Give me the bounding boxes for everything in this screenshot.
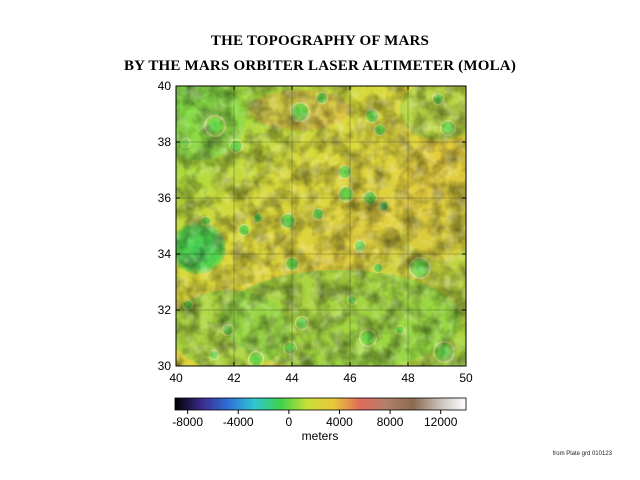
y-tick-label: 36 (158, 191, 172, 205)
x-tick-label: 42 (227, 371, 241, 385)
x-tick-label: 46 (343, 371, 357, 385)
map-graticule (176, 86, 466, 366)
map-title-line-2: BY THE MARS ORBITER LASER ALTIMETER (MOL… (123, 58, 517, 74)
colorbar-tick-label: -4000 (223, 415, 254, 429)
source-credit: from Plate grd 010123 (552, 451, 612, 457)
colorbar-tick-label: 4000 (326, 415, 353, 429)
map-frame (175, 85, 467, 367)
y-tick-label: 32 (158, 303, 172, 317)
colorbar-tick-label: -8000 (172, 415, 203, 429)
elevation-shaded-relief (176, 86, 466, 366)
y-axis: 30 32 34 36 38 40 (158, 79, 466, 373)
colorbar-ticks: -8000 -4000 0 4000 8000 12000 (172, 410, 458, 429)
x-tick-label: 44 (285, 371, 299, 385)
colorbar-tick-label: 12000 (424, 415, 458, 429)
x-axis: 40 42 44 46 48 50 (169, 86, 473, 385)
y-tick-label: 30 (158, 359, 172, 373)
colorbar-tick-label: 0 (286, 415, 293, 429)
y-tick-label: 40 (158, 79, 172, 93)
colorbar (174, 397, 467, 411)
map-title-line-1: THE TOPOGRAPHY OF MARS (210, 33, 430, 49)
y-tick-label: 34 (158, 247, 172, 261)
x-tick-label: 40 (169, 371, 183, 385)
x-tick-label: 48 (401, 371, 415, 385)
colorbar-tick-label: 8000 (377, 415, 404, 429)
colorbar-unit-label: meters (302, 429, 339, 443)
y-tick-label: 38 (158, 135, 172, 149)
x-tick-label: 50 (459, 371, 473, 385)
